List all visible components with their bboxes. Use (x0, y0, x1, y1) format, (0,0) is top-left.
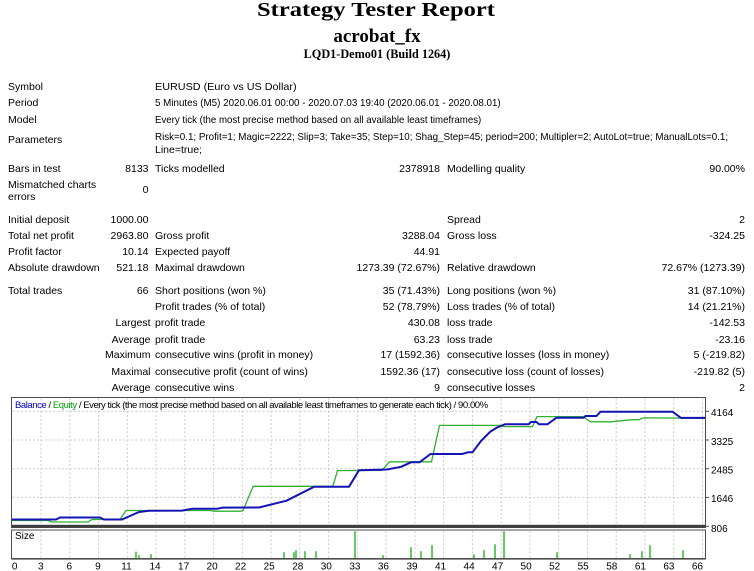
svg-text:20: 20 (207, 561, 219, 571)
svg-text:3325: 3325 (711, 437, 734, 448)
svg-text:55: 55 (578, 561, 590, 571)
svg-text:44: 44 (464, 561, 476, 571)
svg-text:58: 58 (606, 561, 618, 571)
svg-text:1646: 1646 (711, 494, 734, 505)
svg-text:806: 806 (711, 524, 728, 535)
svg-text:3: 3 (38, 561, 44, 571)
svg-text:11: 11 (121, 561, 132, 571)
svg-text:28: 28 (292, 561, 304, 571)
svg-text:4164: 4164 (711, 408, 734, 419)
svg-text:2485: 2485 (711, 466, 734, 477)
svg-text:6: 6 (67, 561, 73, 571)
svg-text:9: 9 (95, 561, 101, 571)
svg-text:0: 0 (12, 561, 18, 571)
svg-text:30: 30 (321, 561, 333, 571)
svg-text:63: 63 (663, 561, 675, 571)
svg-text:33: 33 (349, 561, 361, 571)
svg-text:Size: Size (15, 531, 35, 542)
svg-text:61: 61 (635, 561, 647, 571)
svg-text:66: 66 (692, 561, 704, 571)
svg-text:50: 50 (521, 561, 533, 571)
svg-text:36: 36 (378, 561, 390, 571)
svg-text:25: 25 (264, 561, 276, 571)
svg-text:41: 41 (435, 561, 447, 571)
svg-text:14: 14 (149, 561, 161, 571)
svg-text:39: 39 (406, 561, 418, 571)
svg-text:17: 17 (178, 561, 190, 571)
svg-text:47: 47 (492, 561, 504, 571)
svg-text:22: 22 (235, 561, 247, 571)
svg-text:52: 52 (549, 561, 561, 571)
